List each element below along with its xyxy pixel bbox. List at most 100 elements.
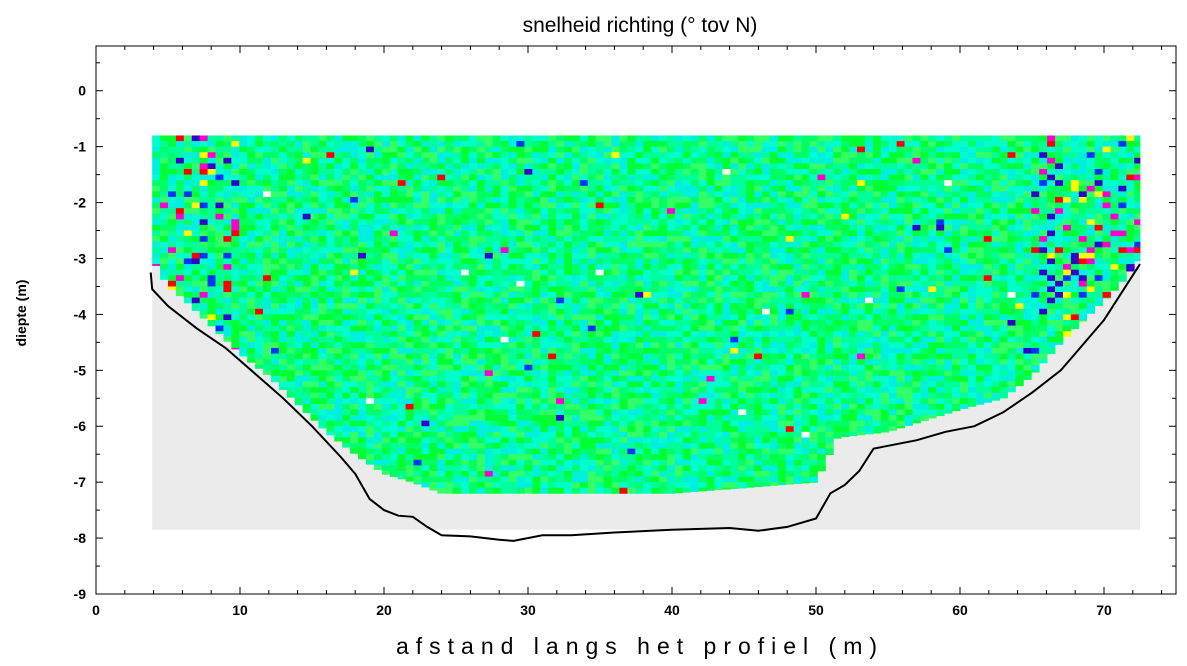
heatmap-cell xyxy=(397,292,406,299)
heatmap-cell xyxy=(302,342,311,349)
heatmap-cell xyxy=(825,185,834,192)
heatmap-cell xyxy=(777,252,787,259)
heatmap-cell xyxy=(326,409,335,416)
heatmap-cell xyxy=(421,157,430,164)
heatmap-cell xyxy=(793,224,802,231)
heatmap-cell xyxy=(366,392,375,399)
heatmap-cell xyxy=(603,431,612,438)
heatmap-cell xyxy=(476,370,486,377)
heatmap-cell xyxy=(421,448,430,455)
heatmap-cell xyxy=(366,252,375,259)
heatmap-cell xyxy=(468,443,478,450)
heatmap-cell xyxy=(754,347,763,354)
heatmap-cell xyxy=(152,135,161,142)
heatmap-cell xyxy=(286,157,296,164)
heatmap-cell xyxy=(619,398,628,405)
heatmap-cell xyxy=(564,269,573,276)
heatmap-cell xyxy=(619,264,628,271)
heatmap-cell xyxy=(817,426,826,433)
heatmap-cell xyxy=(714,347,723,354)
heatmap-cell xyxy=(595,347,604,354)
heatmap-cell xyxy=(437,308,446,315)
heatmap-cell xyxy=(461,364,470,371)
heatmap-cell xyxy=(643,381,652,388)
heatmap-cell xyxy=(682,135,692,142)
heatmap-cell xyxy=(437,286,446,293)
heatmap-cell xyxy=(183,196,193,203)
heatmap-cell xyxy=(825,308,834,315)
heatmap-cell xyxy=(611,375,620,382)
heatmap-cell xyxy=(294,403,304,406)
heatmap-cell xyxy=(381,448,391,455)
heatmap-cell xyxy=(722,146,731,153)
heatmap-cell xyxy=(762,180,771,187)
heatmap-cell xyxy=(809,280,818,287)
heatmap-cell xyxy=(833,331,842,338)
heatmap-cell xyxy=(413,370,422,377)
heatmap-cell xyxy=(183,180,193,187)
heatmap-cell xyxy=(484,286,494,293)
heatmap-cell xyxy=(358,292,367,299)
heatmap-cell xyxy=(294,264,304,271)
heatmap-cell xyxy=(643,241,652,248)
heatmap-cell xyxy=(619,342,628,349)
heatmap-cell xyxy=(421,252,430,259)
heatmap-cell xyxy=(191,241,201,248)
heatmap-cell xyxy=(674,320,684,326)
heatmap-cell xyxy=(286,286,296,293)
heatmap-cell xyxy=(263,342,272,349)
heatmap-cell xyxy=(318,152,327,159)
heatmap-cell xyxy=(706,236,715,243)
heatmap-cell xyxy=(571,325,581,332)
heatmap-cell xyxy=(286,303,296,310)
heatmap-cell xyxy=(651,275,660,282)
heatmap-cell xyxy=(738,392,747,399)
heatmap-cell xyxy=(801,431,810,438)
heatmap-cell xyxy=(714,196,723,203)
heatmap-cell xyxy=(556,135,565,142)
heatmap-cell xyxy=(762,465,771,472)
heatmap-cell xyxy=(579,292,589,299)
heatmap-cell xyxy=(381,174,391,181)
heatmap-cell xyxy=(698,325,707,332)
heatmap-cell xyxy=(603,409,612,416)
heatmap-cell xyxy=(564,392,573,399)
heatmap-cell xyxy=(421,264,430,271)
heatmap-cell xyxy=(841,202,850,209)
heatmap-cell xyxy=(777,303,787,310)
heatmap-cell xyxy=(698,308,707,315)
heatmap-cell xyxy=(476,381,486,388)
heatmap-cell xyxy=(366,180,375,187)
heatmap-cell xyxy=(579,470,589,477)
heatmap-cell xyxy=(777,364,787,371)
heatmap-cell xyxy=(556,426,565,433)
heatmap-cell xyxy=(239,241,248,248)
heatmap-cell xyxy=(619,174,628,181)
heatmap-cell xyxy=(722,247,731,254)
heatmap-cell xyxy=(484,470,494,477)
heatmap-cell xyxy=(841,347,850,354)
heatmap-cell xyxy=(659,252,668,259)
heatmap-cell xyxy=(603,224,612,231)
heatmap-cell xyxy=(381,331,391,338)
heatmap-cell xyxy=(453,448,462,455)
heatmap-cell xyxy=(310,196,319,203)
heatmap-cell xyxy=(231,258,240,265)
heatmap-cell xyxy=(326,141,335,148)
heatmap-cell xyxy=(278,157,288,164)
heatmap-cell xyxy=(381,420,391,427)
heatmap-cell xyxy=(152,196,161,203)
heatmap-cell xyxy=(294,185,304,192)
heatmap-cell xyxy=(302,146,311,153)
heatmap-cell xyxy=(769,403,779,410)
heatmap-cell xyxy=(540,236,549,243)
heatmap-cell xyxy=(841,286,850,293)
heatmap-cell xyxy=(247,146,256,153)
heatmap-cell xyxy=(540,174,549,181)
heatmap-cell xyxy=(358,174,367,181)
heatmap-cell xyxy=(579,476,589,483)
heatmap-cell xyxy=(468,415,478,422)
heatmap-cell xyxy=(619,454,628,461)
heatmap-cell xyxy=(674,353,684,360)
heatmap-cell xyxy=(500,487,509,494)
